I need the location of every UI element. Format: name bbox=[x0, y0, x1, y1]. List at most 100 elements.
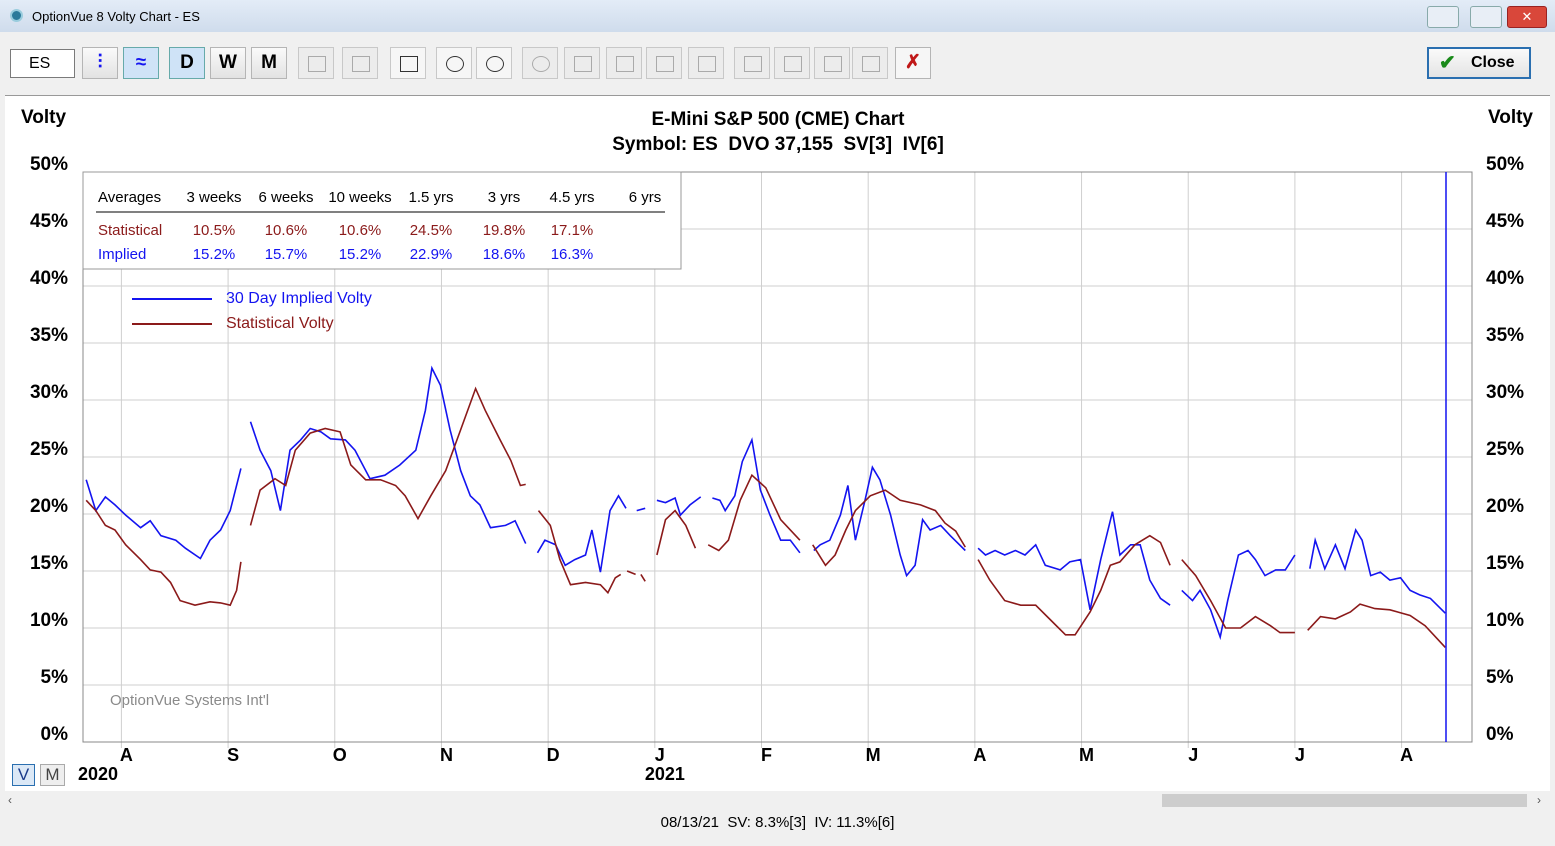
averages-header: 3 weeks bbox=[186, 189, 241, 206]
period-button[interactable]: D bbox=[169, 47, 205, 79]
averages-header: 3 yrs bbox=[488, 189, 521, 206]
toolbar-icon[interactable] bbox=[734, 47, 770, 79]
y-tick-label: 50% bbox=[30, 154, 68, 175]
toolbar-icon[interactable] bbox=[606, 47, 642, 79]
legend: 30 Day Implied Volty Statistical Volty bbox=[132, 290, 372, 332]
y-tick-label: 5% bbox=[41, 667, 69, 688]
y-tick-label: 45% bbox=[30, 211, 68, 232]
period-button[interactable]: W bbox=[210, 47, 246, 79]
x-tick-label: O bbox=[333, 745, 347, 765]
series-line bbox=[85, 386, 1446, 648]
x-tick-label: D bbox=[547, 745, 560, 765]
x-tick-label: M bbox=[1079, 745, 1094, 765]
y-tick-label: 20% bbox=[30, 496, 68, 517]
scroll-right[interactable]: › bbox=[1537, 793, 1541, 807]
y2-tick-label: 30% bbox=[1486, 382, 1524, 403]
chart: E-Mini S&P 500 (CME) Chart Symbol: ES DV… bbox=[21, 107, 1533, 784]
y-tick-label: 35% bbox=[30, 325, 68, 346]
averages-table: Averages 3 weeks 6 weeks 10 weeks 1.5 yrs 3 y… bbox=[82, 171, 682, 270]
x-tick-label: A bbox=[120, 745, 133, 765]
status-bar: 08/13/21 SV: 8.3%[3] IV: 11.3%[6] bbox=[660, 814, 895, 831]
averages-header: Averages bbox=[98, 189, 161, 206]
y2-tick-label: 0% bbox=[1486, 724, 1514, 745]
zoom-out-button[interactable] bbox=[476, 47, 512, 79]
averages-row-label: Statistical bbox=[98, 222, 162, 239]
y-tick-label: 15% bbox=[30, 553, 68, 574]
close-button[interactable]: ✔ Close bbox=[1427, 47, 1531, 79]
scroll-thumb[interactable] bbox=[1162, 794, 1527, 807]
close-window-button[interactable]: ✕ bbox=[1507, 6, 1547, 28]
averages-cell: 17.1% bbox=[551, 222, 594, 239]
x-tick-label: J bbox=[1188, 745, 1198, 765]
averages-row-label: Implied bbox=[98, 246, 146, 263]
y2-axis-label: Volty bbox=[1488, 107, 1533, 128]
y-tick-label: 10% bbox=[30, 610, 68, 631]
close-label: Close bbox=[1471, 54, 1515, 71]
x-tick-label: S bbox=[227, 745, 239, 765]
maximize-button[interactable] bbox=[1470, 6, 1502, 28]
averages-cell: 22.9% bbox=[410, 246, 453, 263]
toolbar-icon[interactable] bbox=[774, 47, 810, 79]
y2-tick-label: 10% bbox=[1486, 610, 1524, 631]
y2-tick-label: 25% bbox=[1486, 439, 1524, 460]
x-tick-label: F bbox=[761, 745, 772, 765]
x-tick-label: N bbox=[440, 745, 453, 765]
toolbar-icon[interactable] bbox=[522, 47, 558, 79]
y2-tick-label: 20% bbox=[1486, 496, 1524, 517]
y2-tick-label: 35% bbox=[1486, 325, 1524, 346]
bar-chart-button[interactable]: ⫶ bbox=[82, 47, 118, 79]
check-icon: ✔ bbox=[1439, 52, 1456, 74]
scroll-left[interactable]: ‹ bbox=[8, 793, 12, 807]
toolbar-icon[interactable] bbox=[646, 47, 682, 79]
averages-cell: 24.5% bbox=[410, 222, 453, 239]
averages-cell: 10.6% bbox=[265, 222, 308, 239]
legend-label: Statistical Volty bbox=[226, 315, 334, 332]
averages-cell: 15.7% bbox=[265, 246, 308, 263]
window-title: OptionVue 8 Volty Chart - ES bbox=[32, 9, 200, 24]
toolbar-icon[interactable] bbox=[814, 47, 850, 79]
averages-header: 6 weeks bbox=[258, 189, 313, 206]
y-tick-label: 30% bbox=[30, 382, 68, 403]
toolbar-icon[interactable] bbox=[564, 47, 600, 79]
year-label: 2021 bbox=[645, 764, 685, 784]
view-button[interactable]: V bbox=[12, 764, 35, 786]
chart-title: E-Mini S&P 500 (CME) Chart bbox=[651, 109, 905, 130]
view-button[interactable]: M bbox=[40, 764, 65, 786]
y2-tick-label: 50% bbox=[1486, 154, 1524, 175]
averages-cell: 18.6% bbox=[483, 246, 526, 263]
minimize-button[interactable] bbox=[1427, 6, 1459, 28]
delete-button[interactable]: ✗ bbox=[895, 47, 931, 79]
scrollbar[interactable]: ‹ › bbox=[5, 792, 1550, 810]
toolbar-icon[interactable] bbox=[342, 47, 378, 79]
y-tick-label: 0% bbox=[41, 724, 69, 745]
averages-header: 6 yrs bbox=[629, 189, 662, 206]
toolbar-icon[interactable] bbox=[298, 47, 334, 79]
plot bbox=[85, 365, 1446, 648]
x-tick-label: A bbox=[973, 745, 986, 765]
toolbar-icon[interactable] bbox=[852, 47, 888, 79]
averages-header: 4.5 yrs bbox=[549, 189, 594, 206]
averages-header: 1.5 yrs bbox=[408, 189, 453, 206]
averages-cell: 19.8% bbox=[483, 222, 526, 239]
toolbar-icon[interactable] bbox=[390, 47, 426, 79]
toolbar-icon[interactable] bbox=[688, 47, 724, 79]
legend-label: 30 Day Implied Volty bbox=[226, 290, 372, 307]
line-chart-button[interactable]: ≈ bbox=[123, 47, 159, 79]
y2-tick-label: 45% bbox=[1486, 211, 1524, 232]
y2-tick-label: 40% bbox=[1486, 268, 1524, 289]
y-axis-label: Volty bbox=[21, 107, 66, 128]
year-label: 2020 bbox=[78, 764, 118, 784]
x-tick-label: J bbox=[655, 745, 665, 765]
zoom-in-button[interactable] bbox=[436, 47, 472, 79]
y-tick-label: 25% bbox=[30, 439, 68, 460]
series-line bbox=[85, 365, 1446, 641]
y2-tick-label: 15% bbox=[1486, 553, 1524, 574]
app-icon bbox=[10, 9, 23, 22]
averages-cell: 16.3% bbox=[551, 246, 594, 263]
x-tick-label: J bbox=[1295, 745, 1305, 765]
x-tick-label: A bbox=[1400, 745, 1413, 765]
symbol-input[interactable]: ES bbox=[10, 49, 75, 78]
period-button[interactable]: M bbox=[251, 47, 287, 79]
averages-cell: 15.2% bbox=[193, 246, 236, 263]
y2-tick-label: 5% bbox=[1486, 667, 1514, 688]
